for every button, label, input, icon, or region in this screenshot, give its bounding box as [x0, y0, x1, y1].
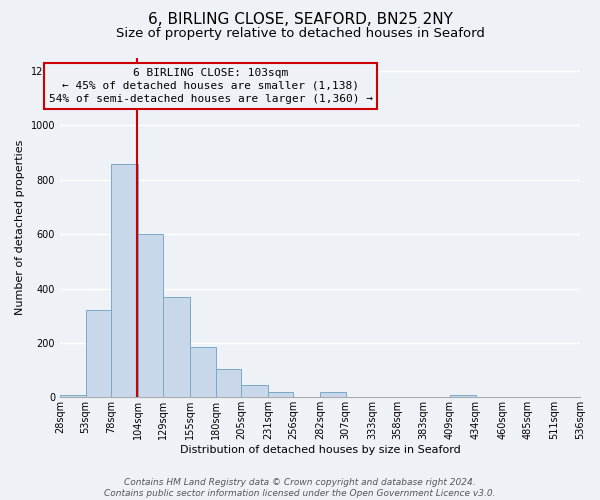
Bar — [138, 234, 163, 398]
Bar — [86, 310, 111, 398]
Text: Size of property relative to detached houses in Seaford: Size of property relative to detached ho… — [116, 28, 484, 40]
Bar — [215, 368, 241, 398]
Text: 6 BIRLING CLOSE: 103sqm
← 45% of detached houses are smaller (1,138)
54% of semi: 6 BIRLING CLOSE: 103sqm ← 45% of detache… — [49, 68, 373, 104]
Bar — [241, 385, 268, 398]
Y-axis label: Number of detached properties: Number of detached properties — [15, 140, 25, 315]
Text: Contains HM Land Registry data © Crown copyright and database right 2024.
Contai: Contains HM Land Registry data © Crown c… — [104, 478, 496, 498]
Bar — [268, 392, 293, 398]
Bar — [111, 164, 138, 398]
Bar — [163, 296, 190, 398]
Bar — [60, 394, 86, 398]
Bar — [450, 394, 476, 398]
X-axis label: Distribution of detached houses by size in Seaford: Distribution of detached houses by size … — [179, 445, 460, 455]
Text: 6, BIRLING CLOSE, SEAFORD, BN25 2NY: 6, BIRLING CLOSE, SEAFORD, BN25 2NY — [148, 12, 452, 28]
Bar — [320, 392, 346, 398]
Bar — [190, 347, 215, 398]
